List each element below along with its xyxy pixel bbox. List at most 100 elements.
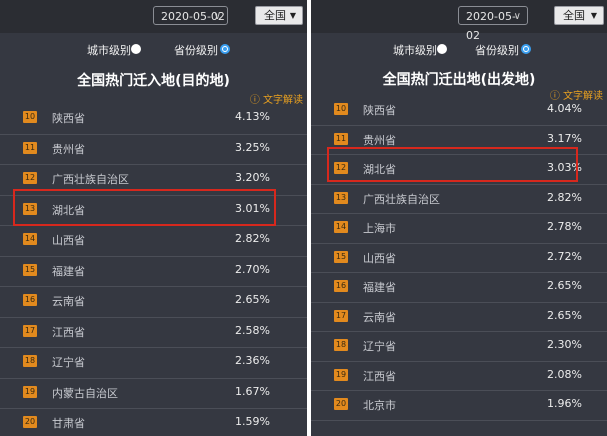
ranking-row: 17 江西省 2.58%	[0, 317, 307, 348]
ranking-row: 11 贵州省 3.17%	[311, 125, 607, 155]
share-value: 2.65%	[547, 279, 582, 292]
share-value: 2.08%	[547, 367, 582, 381]
level-switch: 城市级别 省份级别	[0, 42, 307, 58]
rank-badge: 12	[23, 172, 37, 184]
region-name: 北京市	[363, 399, 396, 412]
share-value: 3.25%	[235, 140, 270, 154]
level-option-city[interactable]: 城市级别	[87, 42, 141, 58]
region-name: 贵州省	[52, 142, 85, 156]
rank-badge: 20	[23, 416, 37, 428]
panel-title: 全国热门迁入地(目的地)	[77, 73, 230, 89]
highlight-box	[327, 147, 578, 182]
rank-badge: 10	[334, 103, 348, 115]
region-name: 陕西省	[363, 104, 396, 117]
region-name: 内蒙古自治区	[52, 386, 118, 400]
date-value: 2020-05-02	[161, 10, 225, 23]
rank-badge: 16	[23, 294, 37, 306]
rank-badge: 14	[23, 233, 37, 245]
date-select[interactable]: 2020-05-02 ∨	[458, 6, 528, 42]
chevron-down-icon: ∨	[513, 11, 521, 22]
toolbar: 2020-05-02 ∨ 全国 ▼	[311, 0, 607, 42]
region-name: 云南省	[363, 310, 396, 324]
region-name: 江西省	[52, 325, 85, 339]
region-name: 甘肃省	[52, 417, 85, 430]
share-value: 1.96%	[547, 397, 582, 410]
share-value: 2.30%	[547, 338, 582, 351]
share-value: 4.04%	[547, 102, 582, 115]
level-option-city[interactable]: 城市级别	[393, 42, 447, 58]
ranking-row: 10 陕西省 4.04%	[311, 95, 607, 126]
region-name: 陕西省	[52, 112, 85, 125]
share-value: 2.72%	[547, 249, 582, 263]
region-name: 福建省	[363, 281, 396, 294]
share-value: 2.36%	[235, 354, 270, 367]
explain-link[interactable]: ⓘ 文字解读	[550, 87, 603, 102]
region-name: 云南省	[52, 295, 85, 308]
panel-title: 全国热门迁出地(出发地)	[382, 72, 536, 88]
share-value: 3.20%	[235, 171, 270, 184]
share-value: 2.65%	[235, 293, 270, 306]
caret-down-icon: ▼	[289, 11, 296, 20]
rank-badge: 17	[334, 309, 348, 322]
share-value: 2.78%	[547, 220, 582, 233]
highlight-box	[13, 189, 276, 226]
ranking-row: 16 福建省 2.65%	[311, 272, 607, 303]
share-value: 2.82%	[547, 190, 582, 204]
question-circle-icon: ⓘ	[249, 95, 260, 106]
explain-label: 文字解读	[263, 95, 303, 106]
radio-unselected-icon[interactable]	[131, 44, 141, 54]
region-name: 贵州省	[363, 133, 396, 147]
share-value: 2.58%	[235, 323, 270, 337]
scope-dropdown-button[interactable]: 全国 ▼	[554, 6, 604, 25]
rank-badge: 14	[334, 221, 348, 233]
ranking-row: 12 湖北省 3.03%	[311, 154, 607, 185]
radio-unselected-icon[interactable]	[437, 44, 447, 54]
share-value: 3.01%	[235, 201, 270, 215]
scope-label: 全国	[563, 9, 585, 22]
region-name: 辽宁省	[363, 340, 396, 353]
share-value: 2.65%	[547, 308, 582, 322]
scope-dropdown-button[interactable]: 全国 ▼	[255, 6, 303, 25]
ranking-row: 11 贵州省 3.25%	[0, 134, 307, 165]
share-value: 4.13%	[235, 110, 270, 123]
rank-badge: 18	[23, 355, 37, 367]
ranking-row: 18 辽宁省 2.36%	[0, 347, 307, 379]
caret-down-icon: ▼	[590, 11, 597, 20]
rank-badge: 13	[334, 191, 348, 204]
region-name: 湖北省	[52, 203, 85, 217]
ranking-row: 20 甘肃省 1.59%	[0, 408, 307, 436]
share-value: 2.82%	[235, 232, 270, 245]
question-circle-icon: ⓘ	[549, 91, 560, 102]
rank-badge: 11	[334, 132, 348, 145]
level-switch: 城市级别 省份级别	[311, 42, 607, 58]
region-name: 江西省	[363, 369, 396, 383]
level-province-label: 省份级别	[174, 44, 218, 57]
region-name: 福建省	[52, 264, 85, 278]
rank-badge: 16	[334, 280, 348, 292]
rank-badge: 17	[23, 324, 37, 337]
rank-badge: 20	[334, 398, 348, 410]
rank-badge: 15	[334, 250, 348, 263]
ranking-row: 15 福建省 2.70%	[0, 256, 307, 287]
share-value: 2.70%	[235, 262, 270, 276]
rank-badge: 19	[23, 385, 37, 398]
share-value: 3.03%	[547, 161, 582, 174]
radio-selected-icon[interactable]	[521, 44, 531, 54]
level-option-province[interactable]: 省份级别	[174, 42, 230, 58]
rank-badge: 18	[334, 339, 348, 351]
ranking-row: 15 山西省 2.72%	[311, 243, 607, 273]
radio-selected-icon[interactable]	[220, 44, 230, 54]
region-name: 辽宁省	[52, 356, 85, 369]
rank-badge: 13	[23, 202, 37, 215]
level-option-province[interactable]: 省份级别	[475, 42, 531, 58]
level-city-label: 城市级别	[87, 44, 131, 57]
ranking-row: 16 云南省 2.65%	[0, 286, 307, 318]
region-name: 湖北省	[363, 163, 396, 176]
level-city-label: 城市级别	[393, 44, 437, 57]
toolbar: 2020-05-02 ∨ 全国 ▼	[0, 0, 307, 33]
ranking-row: 12 广西壮族自治区 3.20%	[0, 164, 307, 196]
ranking-row: 18 辽宁省 2.30%	[311, 331, 607, 362]
explain-link[interactable]: ⓘ 文字解读	[250, 91, 303, 106]
date-select[interactable]: 2020-05-02 ∨	[153, 6, 228, 25]
region-name: 山西省	[363, 251, 396, 265]
